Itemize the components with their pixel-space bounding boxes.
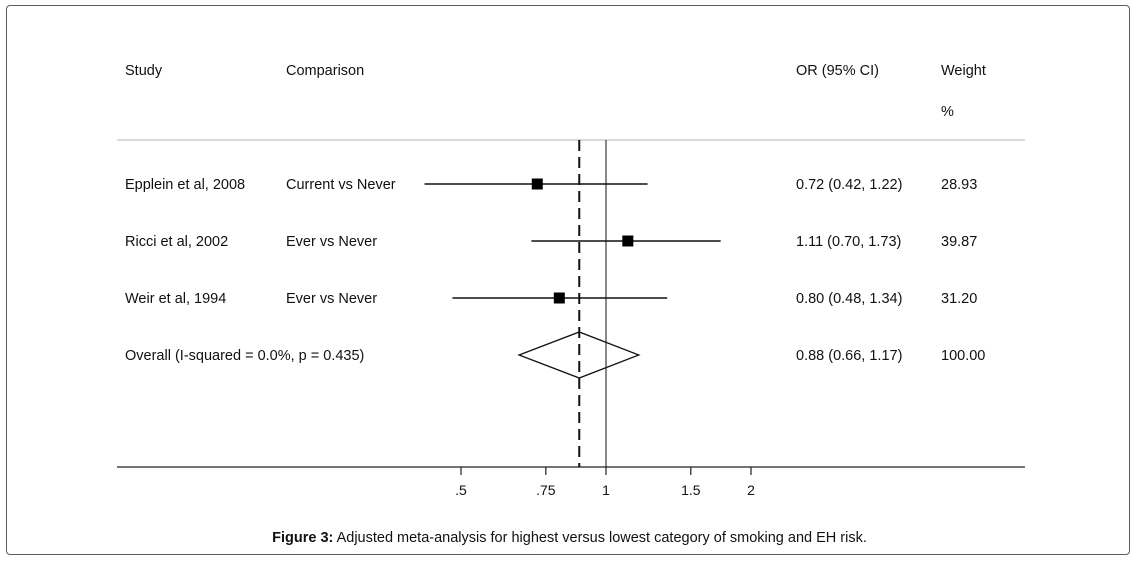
x-tick-label: .75 — [536, 482, 556, 498]
x-tick-label: .5 — [455, 482, 467, 498]
or-ci-value: 0.72 (0.42, 1.22) — [796, 177, 902, 193]
x-tick-label: 1 — [602, 482, 610, 498]
figure-frame — [6, 5, 1130, 555]
weight-value: 39.87 — [941, 234, 977, 250]
or-ci-value: 1.11 (0.70, 1.73) — [796, 234, 901, 250]
header-comparison: Comparison — [286, 63, 364, 79]
study-label: Ricci et al, 2002 — [125, 234, 228, 250]
figure-caption: Figure 3: Adjusted meta-analysis for hig… — [0, 530, 1139, 546]
weight-value: 28.93 — [941, 177, 977, 193]
or-ci-value: 0.80 (0.48, 1.34) — [796, 291, 902, 307]
weight-value: 31.20 — [941, 291, 977, 307]
overall-weight-value: 100.00 — [941, 348, 985, 364]
point-estimate-square — [531, 178, 543, 190]
header-weight: Weight — [941, 63, 986, 79]
x-tick-label: 2 — [747, 482, 755, 498]
comparison-label: Ever vs Never — [286, 291, 377, 307]
overall-or-ci-value: 0.88 (0.66, 1.17) — [796, 348, 902, 364]
header-study: Study — [125, 63, 163, 79]
comparison-label: Ever vs Never — [286, 234, 377, 250]
study-label: Epplein et al, 2008 — [125, 177, 245, 193]
header-or-ci: OR (95% CI) — [796, 63, 879, 79]
overall-diamond — [517, 331, 641, 379]
comparison-label: Current vs Never — [286, 177, 396, 193]
header-weight-unit: % — [941, 104, 954, 120]
caption-label: Figure 3: — [272, 530, 334, 546]
point-estimate-square — [622, 235, 634, 247]
overall-label: Overall (I-squared = 0.0%, p = 0.435) — [125, 348, 364, 364]
x-tick-label: 1.5 — [681, 482, 701, 498]
caption-text: Adjusted meta-analysis for highest versu… — [336, 530, 867, 546]
study-label: Weir et al, 1994 — [125, 291, 226, 307]
point-estimate-square — [553, 292, 565, 304]
